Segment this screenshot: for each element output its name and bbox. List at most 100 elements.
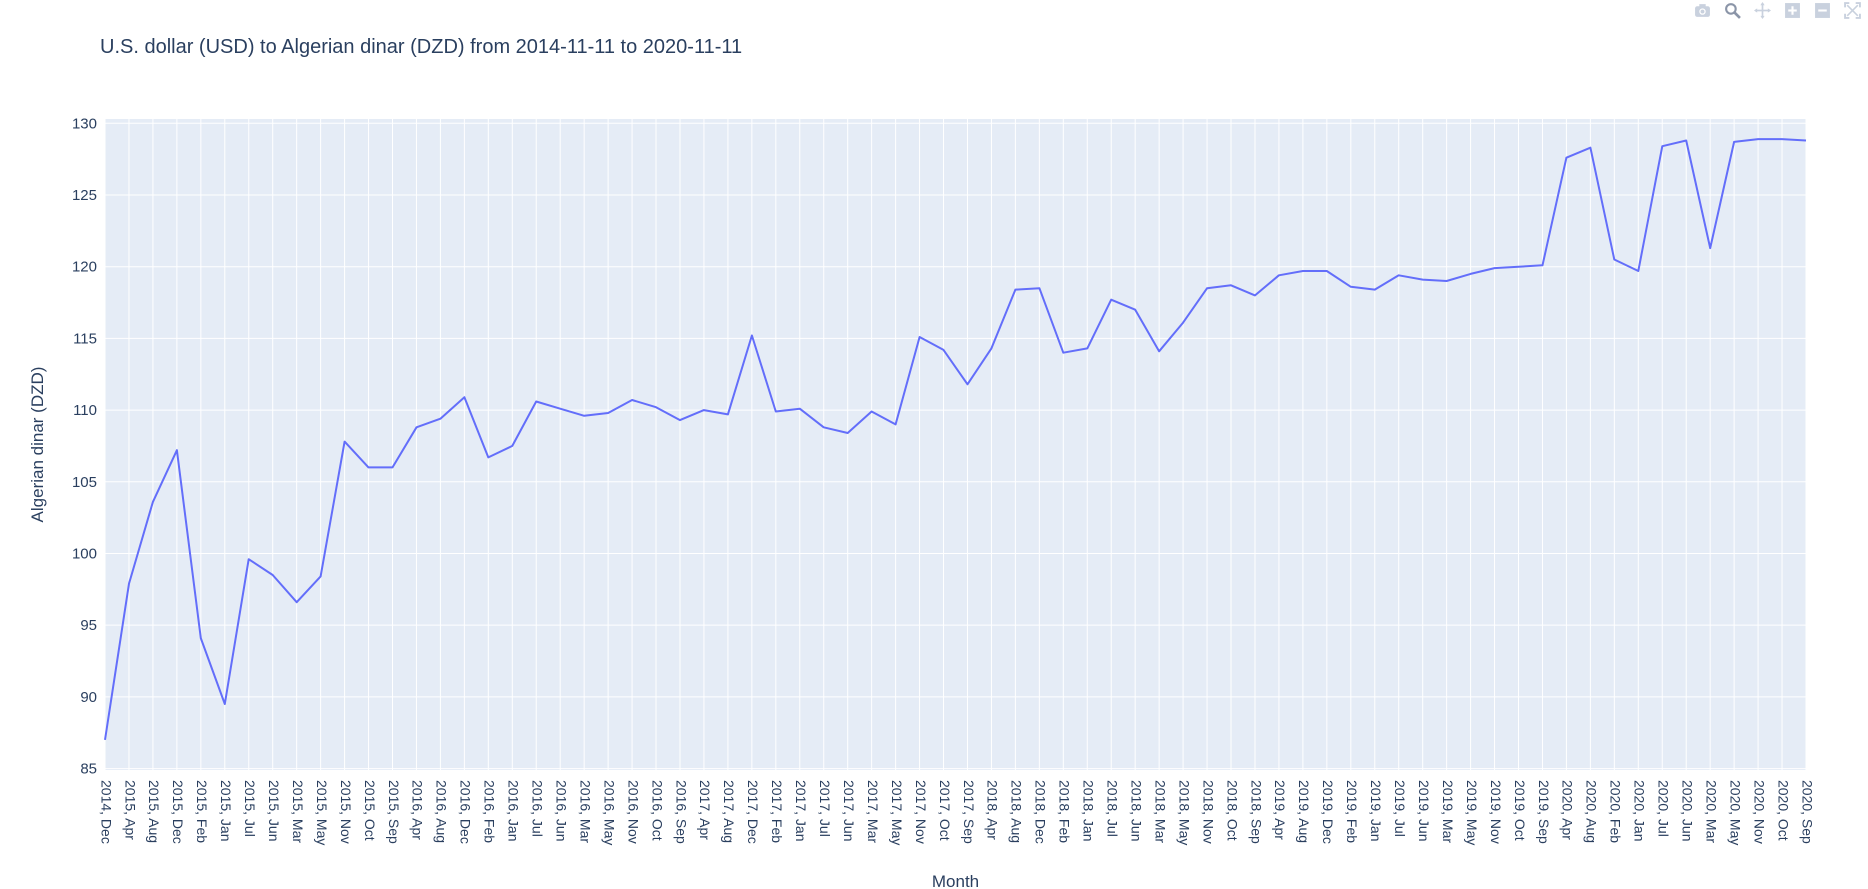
y-tick-label: 100 <box>72 545 97 562</box>
x-tick-label: 2019, Jan <box>1368 780 1384 842</box>
data-point <box>415 426 417 428</box>
x-tick-label: 2016, Jun <box>553 780 569 842</box>
data-point <box>152 501 154 503</box>
data-point <box>535 400 537 402</box>
x-tick-label: 2017, Feb <box>769 780 785 843</box>
data-point <box>1541 264 1543 266</box>
y-axis-ticks: 85 90 95 100 105 110 115 120 125 130 <box>72 115 97 777</box>
x-tick-label: 2020, Jul <box>1656 780 1672 837</box>
data-point <box>1470 273 1472 275</box>
data-point <box>1062 352 1064 354</box>
x-tick-label: 2019, Sep <box>1536 780 1552 844</box>
x-tick-label: 2015, Aug <box>146 780 162 843</box>
data-point <box>272 574 274 576</box>
x-tick-label: 2017, Mar <box>865 780 881 843</box>
series-layer <box>104 138 1807 741</box>
x-tick-label: 2020, Jan <box>1632 780 1648 842</box>
x-tick-label: 2016, Dec <box>458 780 474 844</box>
x-tick-label: 2017, Sep <box>961 780 977 844</box>
chart-title: U.S. dollar (USD) to Algerian dinar (DZD… <box>100 36 743 58</box>
data-point <box>176 449 178 451</box>
zoom-in-icon[interactable] <box>1780 0 1804 20</box>
x-tick-label: 2015, Apr <box>122 780 138 840</box>
data-point <box>799 408 801 410</box>
x-tick-label: 2018, Feb <box>1057 780 1073 843</box>
x-tick-label: 2018, Jan <box>1081 780 1097 842</box>
autoscale-icon[interactable] <box>1840 0 1864 20</box>
x-axis-ticks: 2014, Dec 2015, Apr 2015, Aug 2015, Dec 2015… <box>98 780 1815 845</box>
zoom-out-icon[interactable] <box>1810 0 1834 20</box>
x-tick-label: 2019, Jul <box>1392 780 1408 837</box>
x-tick-label: 2017, Oct <box>937 780 953 841</box>
data-point <box>1685 140 1687 142</box>
x-tick-label: 2018, Oct <box>1224 780 1240 841</box>
x-tick-label: 2020, Oct <box>1775 780 1791 841</box>
data-point <box>1206 287 1208 289</box>
data-point <box>1398 274 1400 276</box>
x-tick-label: 2015, Nov <box>338 780 354 844</box>
y-gridlines <box>105 122 1806 770</box>
data-point <box>655 406 657 408</box>
data-point <box>344 441 346 443</box>
x-gridlines <box>104 119 1807 770</box>
data-point <box>320 575 322 577</box>
x-tick-label: 2015, Jan <box>218 780 234 842</box>
x-tick-label: 2017, Apr <box>697 780 713 840</box>
x-tick-label: 2020, Aug <box>1584 780 1600 843</box>
camera-icon[interactable] <box>1690 0 1714 20</box>
y-tick-label: 90 <box>80 689 97 706</box>
x-tick-label: 2016, Jan <box>506 780 522 842</box>
x-tick-label: 2018, May <box>1176 780 1192 845</box>
x-tick-label: 2015, Jul <box>242 780 258 837</box>
data-point <box>248 558 250 560</box>
data-point <box>1086 347 1088 349</box>
data-point <box>1158 350 1160 352</box>
x-tick-label: 2017, May <box>889 780 905 845</box>
y-tick-label: 130 <box>72 115 97 132</box>
data-point <box>1518 266 1520 268</box>
x-tick-label: 2016, Mar <box>577 780 593 843</box>
x-tick-label: 2018, Jun <box>1128 780 1144 842</box>
data-point <box>368 466 370 468</box>
data-point <box>1661 145 1663 147</box>
data-point <box>1110 299 1112 301</box>
data-point <box>1278 274 1280 276</box>
data-point <box>1014 289 1016 291</box>
x-tick-label: 2018, Jul <box>1105 780 1121 837</box>
data-point <box>823 426 825 428</box>
x-tick-label: 2014, Dec <box>98 780 114 844</box>
x-tick-label: 2017, Jul <box>817 780 833 837</box>
x-tick-label: 2019, May <box>1464 780 1480 845</box>
chart-modebar <box>1690 0 1864 20</box>
x-tick-label: 2019, Apr <box>1272 780 1288 840</box>
data-point <box>1134 309 1136 311</box>
x-tick-label: 2016, Sep <box>673 780 689 844</box>
x-tick-label: 2017, Nov <box>913 780 929 844</box>
data-point <box>1565 157 1567 159</box>
data-point <box>895 423 897 425</box>
data-point <box>1254 294 1256 296</box>
data-point <box>128 583 130 585</box>
x-tick-label: 2017, Jun <box>841 780 857 842</box>
data-point <box>511 445 513 447</box>
x-tick-label: 2018, Apr <box>985 780 1001 840</box>
x-tick-label: 2017, Jan <box>793 780 809 842</box>
x-tick-label: 2015, Dec <box>170 780 186 844</box>
x-tick-label: 2015, Sep <box>386 780 402 844</box>
data-point <box>751 335 753 337</box>
zoom-icon[interactable] <box>1720 0 1744 20</box>
data-point <box>391 466 393 468</box>
series-line <box>104 138 1807 741</box>
x-tick-label: 2020, Apr <box>1560 780 1576 840</box>
data-point <box>1302 270 1304 272</box>
pan-icon[interactable] <box>1750 0 1774 20</box>
data-point <box>583 415 585 417</box>
y-tick-label: 105 <box>72 474 97 491</box>
x-tick-label: 2016, Aug <box>434 780 450 843</box>
x-tick-label: 2020, Feb <box>1608 780 1624 843</box>
y-tick-label: 115 <box>73 330 97 347</box>
data-point <box>1446 280 1448 282</box>
x-tick-label: 2019, Aug <box>1296 780 1312 843</box>
data-point <box>1350 286 1352 288</box>
